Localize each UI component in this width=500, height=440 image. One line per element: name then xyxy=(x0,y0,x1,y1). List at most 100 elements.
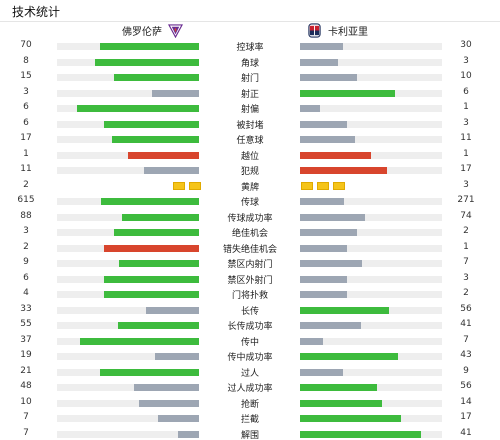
stat-label: 黄牌 xyxy=(240,182,259,193)
away-stat-value: 3 xyxy=(463,179,469,190)
home-stat-value: 1 xyxy=(23,148,29,159)
home-bar-track xyxy=(57,74,199,81)
stat-row: 48 过人成功率 56 xyxy=(0,380,500,396)
home-bar-fill xyxy=(103,275,199,283)
home-bar-fill xyxy=(95,58,199,66)
stat-label: 错失绝佳机会 xyxy=(222,244,277,255)
away-yellow-card-icon xyxy=(301,181,313,190)
away-bar-fill xyxy=(300,368,343,376)
away-bar-fill xyxy=(300,306,390,314)
away-stat-value: 3 xyxy=(463,55,469,66)
away-bar-track xyxy=(300,213,442,221)
home-bar-track xyxy=(57,120,199,128)
stat-row: 3 射正 6 xyxy=(0,86,500,102)
away-stat-value: 17 xyxy=(460,164,472,174)
stat-row: 10 抢断 14 xyxy=(0,396,500,412)
home-yellow-card-icon xyxy=(189,181,201,190)
away-stat-value: 7 xyxy=(463,334,469,345)
away-bar-track xyxy=(300,399,442,407)
home-cards xyxy=(173,181,201,190)
home-stat-value: 11 xyxy=(20,164,32,174)
stat-row: 6 禁区外射门 3 xyxy=(0,272,500,288)
stat-row: 7 拦截 17 xyxy=(0,411,500,427)
home-bar-track xyxy=(57,43,199,50)
home-bar-track xyxy=(57,430,199,438)
home-bar-track xyxy=(57,213,199,221)
stat-row: 15 射门 10 xyxy=(0,70,500,86)
home-bar-fill xyxy=(177,430,199,438)
home-stat-value: 33 xyxy=(20,303,32,314)
home-bar-track xyxy=(57,415,199,422)
stat-label: 角球 xyxy=(240,58,259,69)
away-bar-track xyxy=(300,167,442,174)
away-bar-track xyxy=(300,415,442,422)
away-bar-fill xyxy=(300,430,421,438)
stat-label: 拦截 xyxy=(240,415,259,425)
stat-label: 抢断 xyxy=(240,399,259,410)
away-bar-track xyxy=(300,198,442,205)
away-bar-track xyxy=(300,275,442,283)
home-bar-track xyxy=(57,384,199,391)
stat-label: 任意球 xyxy=(236,136,264,146)
stat-row: 6 射偏 1 xyxy=(0,101,500,117)
home-team-header[interactable]: 佛罗伦萨 xyxy=(122,22,183,38)
home-bar-track xyxy=(57,58,199,66)
away-stat-value: 30 xyxy=(460,40,472,50)
home-bar-fill xyxy=(152,89,199,97)
home-bar-fill xyxy=(143,167,199,174)
home-bar-track xyxy=(57,275,199,283)
away-team-header[interactable]: 卡利亚里 xyxy=(307,22,368,38)
home-stat-value: 21 xyxy=(20,365,32,376)
home-stat-value: 7 xyxy=(23,412,29,422)
home-bar-fill xyxy=(76,105,199,112)
stat-label: 传中成功率 xyxy=(227,353,273,363)
away-bar-track xyxy=(300,244,442,252)
away-yellow-card-icon xyxy=(333,181,345,190)
away-bar-fill xyxy=(300,353,398,360)
away-bar-fill xyxy=(300,275,347,283)
away-stat-value: 7 xyxy=(463,257,469,267)
stat-row: 17 任意球 11 xyxy=(0,132,500,148)
away-bar-fill xyxy=(300,244,347,252)
away-bar-fill xyxy=(300,136,356,143)
away-stat-value: 9 xyxy=(463,365,469,376)
stat-label: 禁区外射门 xyxy=(227,275,273,286)
home-bar-track xyxy=(57,353,199,360)
home-bar-fill xyxy=(128,151,199,159)
home-stat-value: 17 xyxy=(20,133,32,143)
stat-row: 1 越位 1 xyxy=(0,148,500,164)
away-stat-value: 1 xyxy=(463,148,469,159)
stat-row: 21 过人 9 xyxy=(0,365,500,381)
away-stat-value: 74 xyxy=(460,210,472,221)
home-stat-value: 6 xyxy=(23,117,29,128)
stat-row: 7 解围 41 xyxy=(0,427,500,440)
home-bar-fill xyxy=(118,322,199,329)
home-bar-track xyxy=(57,105,199,112)
away-bar-track xyxy=(300,136,442,143)
away-stat-value: 56 xyxy=(460,381,472,391)
home-stat-value: 3 xyxy=(23,226,29,236)
home-bar-fill xyxy=(79,337,199,345)
home-yellow-card-icon xyxy=(173,181,185,190)
away-stat-value: 3 xyxy=(463,272,469,283)
home-stat-value: 8 xyxy=(23,55,29,66)
away-bar-fill xyxy=(300,291,347,298)
stat-label: 传球成功率 xyxy=(227,213,273,224)
away-stat-value: 17 xyxy=(460,412,472,422)
stat-row: 615 传球 271 xyxy=(0,194,500,210)
stat-label: 过人成功率 xyxy=(227,384,273,394)
home-stat-value: 4 xyxy=(23,288,29,298)
away-bar-fill xyxy=(300,167,387,174)
away-bar-track xyxy=(300,291,442,298)
away-bar-track xyxy=(300,74,442,81)
away-bar-track xyxy=(300,322,442,329)
home-bar-track xyxy=(57,306,199,314)
home-team-name: 佛罗伦萨 xyxy=(122,26,162,38)
away-stat-value: 43 xyxy=(460,350,472,360)
home-bar-fill xyxy=(122,213,199,221)
home-stat-value: 70 xyxy=(20,40,32,50)
home-bar-fill xyxy=(133,384,199,391)
stat-row: 70 控球率 30 xyxy=(0,39,500,55)
away-stat-value: 271 xyxy=(457,195,475,205)
page-title: 技术统计 xyxy=(12,5,61,19)
